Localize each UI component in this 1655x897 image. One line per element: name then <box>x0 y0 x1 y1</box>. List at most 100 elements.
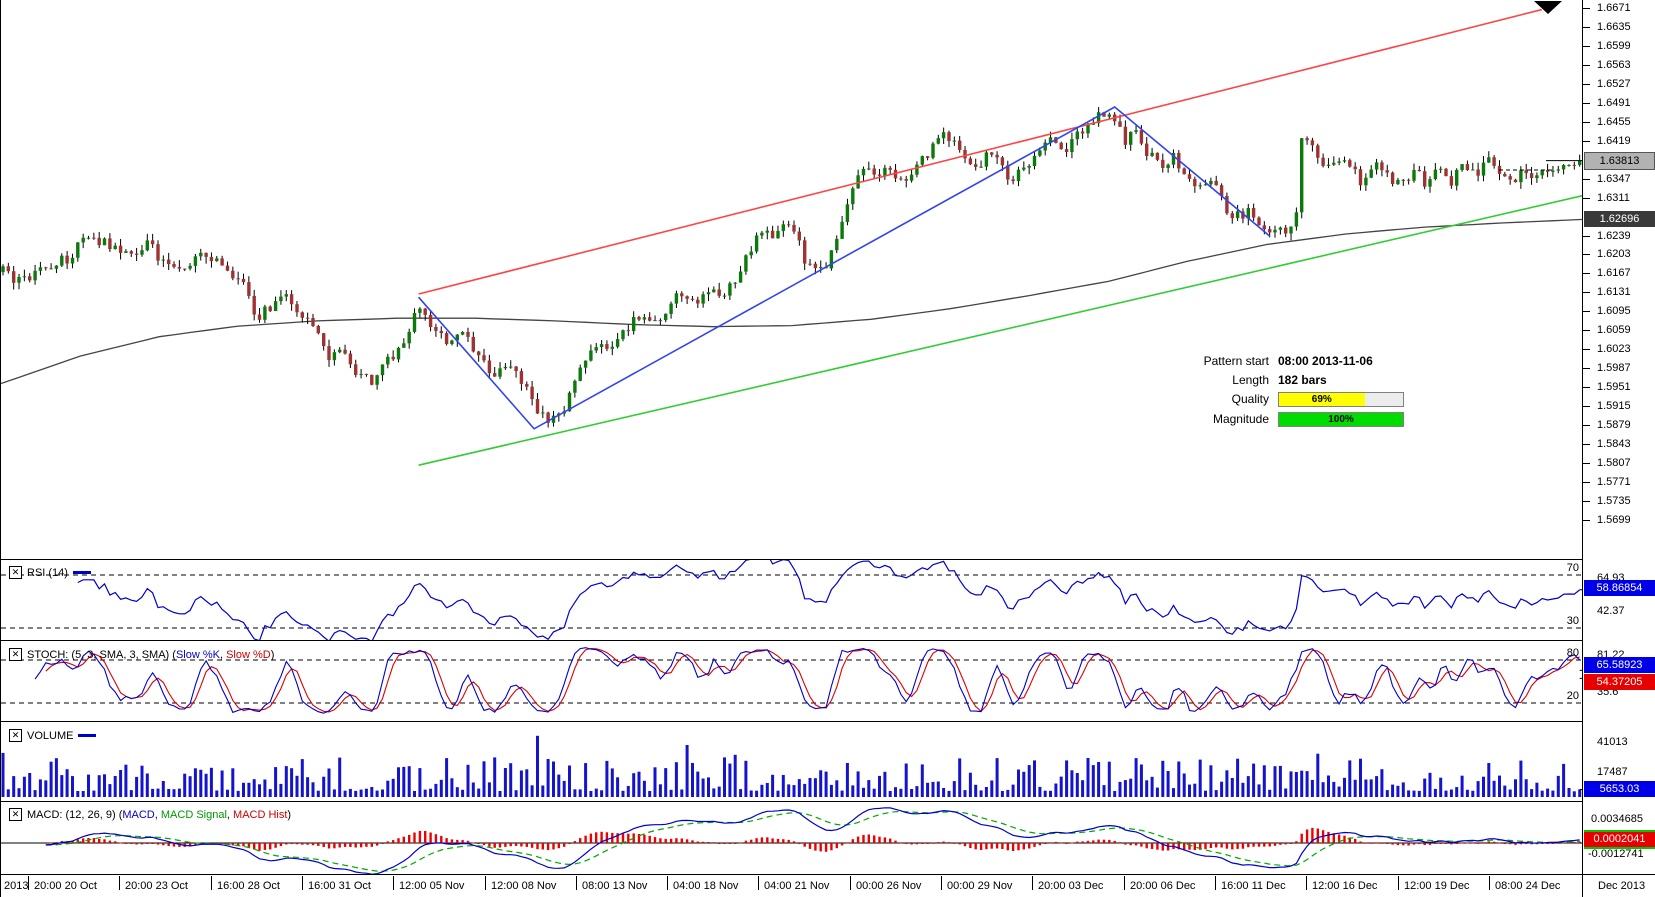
stoch-k-value-box: 65.58923 <box>1584 657 1655 673</box>
stoch-checkbox-icon[interactable]: ✕ <box>9 648 22 661</box>
quality-progress-fill: 69% <box>1279 393 1365 406</box>
panel-divider <box>1 721 1583 722</box>
time-tick <box>941 876 942 890</box>
time-axis-label: 04:00 21 Nov <box>764 880 830 892</box>
price-tick <box>1583 273 1590 274</box>
volume-value-box: 5653.03 <box>1584 781 1655 797</box>
stoch-title: STOCH: (5, 3, SMA, 3, SMA) (Slow %K, Slo… <box>27 648 275 661</box>
time-tick <box>1124 876 1125 890</box>
price-tick <box>1583 236 1590 237</box>
price-tick-label: 1.6671 <box>1597 2 1631 14</box>
pattern-start-value: 08:00 2013-11-06 <box>1278 354 1373 368</box>
price-tick-label: 1.6023 <box>1597 343 1631 355</box>
macd-header: ✕ MACD: (12, 26, 9) (MACD, MACD Signal, … <box>9 808 291 821</box>
time-axis-label: 08:00 24 Dec <box>1495 880 1561 892</box>
price-tick-label: 1.5987 <box>1597 362 1631 374</box>
volume-axis-label: 17487 <box>1597 766 1628 778</box>
price-tick <box>1583 482 1590 483</box>
price-tick <box>1583 27 1590 28</box>
time-tick <box>393 876 394 890</box>
time-axis-label: 16:00 28 Oct <box>217 880 280 892</box>
price-tick-label: 1.5771 <box>1597 476 1631 488</box>
price-tick-label: 1.6419 <box>1597 135 1631 147</box>
price-tick <box>1583 179 1590 180</box>
time-tick <box>1032 876 1033 890</box>
time-tick <box>28 876 29 890</box>
macd-signal-legend: MACD Signal <box>160 808 227 821</box>
stoch-d-value-box: 54.37205 <box>1584 674 1655 690</box>
price-tick-label: 1.5735 <box>1597 495 1631 507</box>
price-tick-label: 1.6239 <box>1597 230 1631 242</box>
price-tick-label: 1.6599 <box>1597 40 1631 52</box>
time-axis-label: 2013 <box>4 880 29 892</box>
price-tick-label: 1.5879 <box>1597 419 1631 431</box>
volume-legend-line-icon <box>78 734 97 737</box>
price-tick-label: 1.6635 <box>1597 21 1631 33</box>
stoch-header: ✕ STOCH: (5, 3, SMA, 3, SMA) (Slow %K, S… <box>9 648 274 661</box>
macd-axis-label: 0.0034685 <box>1591 813 1643 825</box>
price-tick-label: 1.5951 <box>1597 381 1631 393</box>
time-tick <box>758 876 759 890</box>
price-tick <box>1583 520 1590 521</box>
volume-header: ✕ VOLUME <box>9 729 97 742</box>
rsi-header: ✕ RSI (14) <box>9 566 91 579</box>
rsi-checkbox-icon[interactable]: ✕ <box>9 566 22 579</box>
time-tick <box>667 876 668 890</box>
price-tick <box>1583 349 1590 350</box>
price-tick-label: 1.6095 <box>1597 305 1631 317</box>
price-tick-label: 1.6311 <box>1597 192 1630 204</box>
macd-axis-label: -0.0012741 <box>1588 848 1644 860</box>
time-axis-label: 12:00 08 Nov <box>491 880 557 892</box>
price-tick <box>1583 425 1590 426</box>
time-axis-label: 16:00 31 Oct <box>308 880 371 892</box>
time-axis-label: 12:00 05 Nov <box>399 880 465 892</box>
price-tick <box>1583 254 1590 255</box>
time-tick <box>485 876 486 890</box>
rsi-legend-line-icon <box>72 571 91 574</box>
time-tick <box>1489 876 1490 890</box>
price-tick <box>1583 198 1590 199</box>
rsi-value-box: 58.86854 <box>1584 580 1655 596</box>
price-tick-label: 1.6455 <box>1597 116 1631 128</box>
time-axis-label: 00:00 29 Nov <box>947 880 1013 892</box>
pattern-start-label: Pattern start <box>1203 354 1269 368</box>
current-price-box: 1.63813 <box>1584 152 1655 170</box>
price-tick-label: 1.6167 <box>1597 267 1631 279</box>
time-tick <box>576 876 577 890</box>
volume-checkbox-icon[interactable]: ✕ <box>9 729 22 742</box>
price-tick-label: 1.6203 <box>1597 248 1631 260</box>
time-tick <box>119 876 120 890</box>
rsi-chart[interactable] <box>1 560 1583 640</box>
macd-line-legend: MACD <box>122 808 155 821</box>
time-tick <box>211 876 212 890</box>
time-axis-label: 08:00 13 Nov <box>582 880 648 892</box>
price-tick <box>1583 444 1590 445</box>
macd-checkbox-icon[interactable]: ✕ <box>9 808 22 821</box>
candlestick-chart[interactable] <box>1 0 1583 559</box>
panel-divider <box>1 640 1583 641</box>
rsi-level-70: 70 <box>1566 562 1579 574</box>
stoch-level-80: 80 <box>1566 647 1579 659</box>
pattern-quality-label: Quality <box>1231 392 1269 406</box>
price-tick <box>1583 330 1590 331</box>
price-tick <box>1583 501 1590 502</box>
slow-k-legend: Slow %K <box>175 648 220 661</box>
slow-d-legend: Slow %D <box>226 648 271 661</box>
time-tick <box>1398 876 1399 890</box>
price-tick <box>1583 368 1590 369</box>
price-axis-line <box>1582 0 1583 897</box>
price-tick-label: 1.6347 <box>1597 173 1631 185</box>
time-tick <box>850 876 851 890</box>
time-axis-label: 16:00 11 Dec <box>1221 880 1286 892</box>
price-tick-label: 1.6563 <box>1597 59 1631 71</box>
volume-chart[interactable] <box>1 722 1583 801</box>
magnitude-progress-fill: 100% <box>1279 413 1403 426</box>
macd-chart[interactable] <box>1 802 1583 874</box>
time-axis-label: 20:00 23 Oct <box>125 880 188 892</box>
price-tick <box>1583 8 1590 9</box>
rsi-axis-label: 42.37 <box>1597 605 1625 617</box>
stoch-chart[interactable] <box>1 641 1583 721</box>
rsi-title: RSI (14) <box>27 566 68 579</box>
time-tick <box>302 876 303 890</box>
